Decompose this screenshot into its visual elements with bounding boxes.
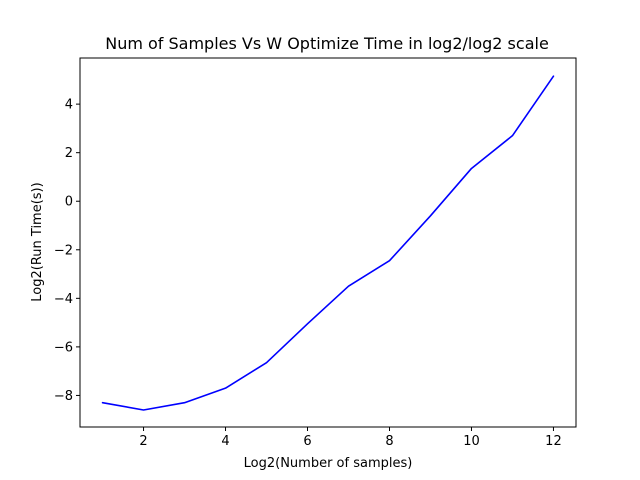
y-tick-label: −6 [54,340,73,355]
y-tick-label: 0 [65,195,73,210]
y-tick-label: 2 [65,146,73,161]
x-tick-label: 2 [139,434,147,449]
y-tick-label: −8 [54,389,73,404]
series-layer [101,75,555,411]
y-tick-label: −2 [54,243,73,258]
y-axis: −8 −6 −4 −2 0 2 4 [54,98,80,404]
x-axis-label: Log2(Number of samples) [244,456,413,471]
x-tick-label: 10 [463,434,480,449]
y-tick-label: 4 [65,98,73,113]
x-tick-label: 4 [221,434,229,449]
y-tick-label: −4 [54,292,73,307]
plot-area [79,57,577,428]
y-axis-label: Log2(Run Time(s)) [30,182,45,301]
x-tick-label: 12 [545,434,562,449]
x-tick-label: 8 [385,434,393,449]
x-axis: 2 4 6 8 10 12 [139,427,562,449]
series-line [101,75,555,411]
x-tick-label: 6 [303,434,311,449]
axes-frame [79,57,577,428]
chart-title: Num of Samples Vs W Optimize Time in log… [105,34,549,53]
